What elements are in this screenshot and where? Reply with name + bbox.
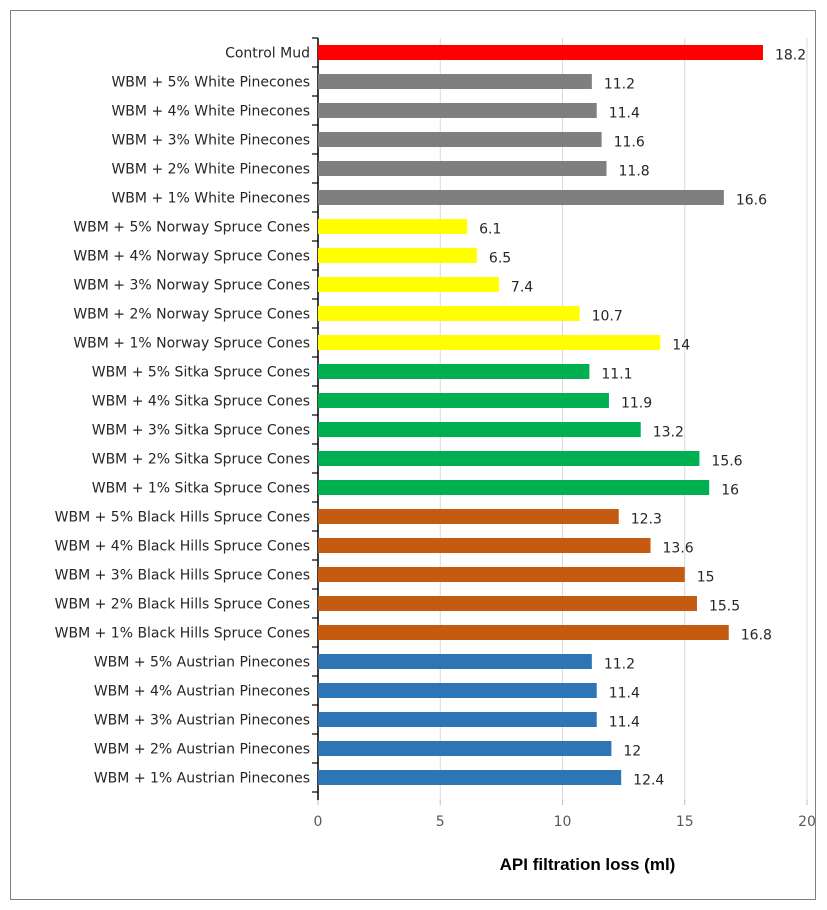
category-label: WBM + 1% Norway Spruce Cones [73, 336, 310, 352]
category-label: WBM + 4% White Pinecones [111, 104, 310, 120]
bar [318, 393, 609, 408]
bar [318, 538, 651, 553]
data-label: 6.1 [479, 222, 501, 238]
bar [318, 567, 685, 582]
data-label: 15 [697, 570, 715, 586]
bar [318, 306, 580, 321]
category-label: WBM + 3% White Pinecones [111, 133, 310, 149]
data-label: 11.6 [614, 135, 645, 151]
bar [318, 132, 602, 147]
category-label: WBM + 4% Black Hills Spruce Cones [55, 539, 310, 555]
bar [318, 509, 619, 524]
bar [318, 683, 597, 698]
data-label: 11.4 [609, 686, 640, 702]
data-label: 13.6 [663, 541, 694, 557]
data-label: 11.1 [601, 367, 632, 383]
x-tick-label: 10 [554, 814, 572, 830]
x-tick-label: 0 [314, 814, 323, 830]
data-label: 11.2 [604, 657, 635, 673]
category-label: WBM + 4% Austrian Pinecones [94, 684, 310, 700]
category-label: WBM + 5% Austrian Pinecones [94, 655, 310, 671]
category-label: WBM + 5% White Pinecones [111, 75, 310, 91]
category-label: WBM + 1% Austrian Pinecones [94, 771, 310, 787]
category-label: WBM + 3% Norway Spruce Cones [73, 278, 310, 294]
x-axis-title: API filtration loss (ml) [500, 855, 676, 874]
bar [318, 422, 641, 437]
data-label: 15.5 [709, 599, 740, 615]
bar [318, 625, 729, 640]
data-label: 11.4 [609, 715, 640, 731]
category-label: WBM + 1% White Pinecones [111, 191, 310, 207]
bars [318, 45, 763, 785]
category-label: WBM + 2% Norway Spruce Cones [73, 307, 310, 323]
bar [318, 248, 477, 263]
data-labels: 18.2 11.2 11.4 11.6 11.8 16.6 6.1 6.57.4 10.7 14 1… [479, 48, 806, 789]
bar [318, 480, 710, 495]
bar [318, 712, 597, 727]
data-label: 11.9 [621, 396, 652, 412]
bar [318, 335, 661, 350]
data-label: 11.8 [619, 164, 650, 180]
category-label: WBM + 3% Sitka Spruce Cones [92, 423, 310, 439]
data-label: 12 [623, 744, 641, 760]
bar [318, 219, 468, 234]
category-label: WBM + 5% Norway Spruce Cones [73, 220, 310, 236]
category-label: WBM + 4% Norway Spruce Cones [73, 249, 310, 265]
x-tick-label: 15 [676, 814, 694, 830]
data-label: 11.2 [604, 77, 635, 93]
category-label: WBM + 3% Black Hills Spruce Cones [55, 568, 310, 584]
category-labels: Control Mud WBM + 5% White Pinecones WBM +… [55, 46, 310, 787]
category-label: WBM + 2% Sitka Spruce Cones [92, 452, 310, 468]
data-label: 11.4 [609, 106, 640, 122]
category-label: WBM + 2% Black Hills Spruce Cones [55, 597, 310, 613]
bar [318, 277, 499, 292]
bar [318, 596, 697, 611]
bar [318, 364, 590, 379]
category-label: WBM + 1% Sitka Spruce Cones [92, 481, 310, 497]
category-label: WBM + 2% White Pinecones [111, 162, 310, 178]
data-label: 7.4 [511, 280, 533, 296]
category-label: WBM + 5% Black Hills Spruce Cones [55, 510, 310, 526]
data-label: 18.2 [775, 48, 806, 64]
category-label: WBM + 4% Sitka Spruce Cones [92, 394, 310, 410]
data-label: 16.8 [741, 628, 772, 644]
x-tick-label: 5 [436, 814, 445, 830]
bar [318, 451, 700, 466]
data-label: 6.5 [489, 251, 511, 267]
bar [318, 161, 607, 176]
data-label: 16.6 [736, 193, 767, 209]
category-label: WBM + 3% Austrian Pinecones [94, 713, 310, 729]
bar [318, 741, 612, 756]
data-label: 14 [672, 338, 690, 354]
category-label: WBM + 2% Austrian Pinecones [94, 742, 310, 758]
bar [318, 45, 763, 60]
bar [318, 103, 597, 118]
x-tick-labels: 0 5 10 15 20 [314, 814, 816, 830]
data-label: 12.4 [633, 773, 664, 789]
x-tick-label: 20 [798, 814, 816, 830]
data-label: 12.3 [631, 512, 662, 528]
data-label: 15.6 [711, 454, 742, 470]
category-label: WBM + 5% Sitka Spruce Cones [92, 365, 310, 381]
data-label: 16 [721, 483, 739, 499]
data-label: 10.7 [592, 309, 623, 325]
category-label: Control Mud [225, 46, 310, 62]
bar [318, 190, 724, 205]
data-label: 13.2 [653, 425, 684, 441]
bar [318, 74, 592, 89]
bar [318, 770, 622, 785]
bar [318, 654, 592, 669]
category-label: WBM + 1% Black Hills Spruce Cones [55, 626, 310, 642]
